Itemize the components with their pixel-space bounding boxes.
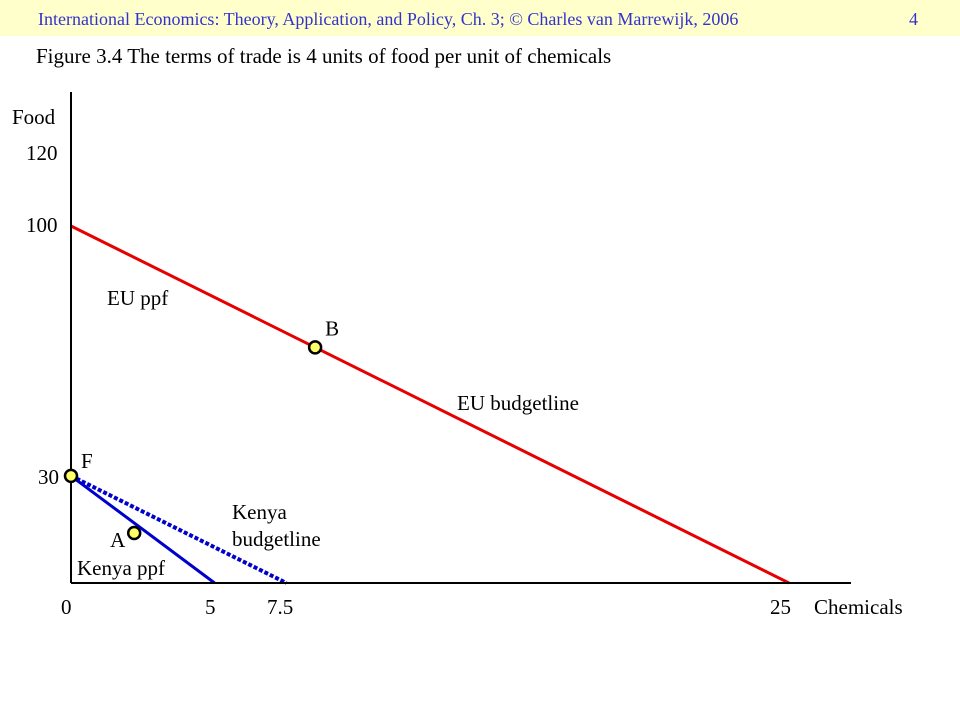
x-tick-0: 0: [61, 595, 72, 619]
point-marker-f: [63, 468, 79, 484]
point-label-a: A: [110, 528, 126, 552]
series-line-1: [70, 474, 216, 585]
x-tick-25: 25: [770, 595, 791, 619]
annotation-eu-budgetline: EU budgetline: [457, 391, 579, 415]
x-tick-7-5: 7.5: [267, 595, 293, 619]
y-axis-label: Food: [12, 105, 56, 129]
series-lines: [70, 224, 790, 585]
annotation-kenya: Kenya: [232, 500, 287, 524]
header-text: International Economics: Theory, Applica…: [38, 9, 739, 29]
point-label-b: B: [325, 316, 339, 340]
series-line-0: [70, 224, 790, 585]
y-tick-30: 30: [38, 465, 59, 489]
point-marker-a: [126, 525, 142, 541]
y-tick-120: 120: [26, 141, 58, 165]
annotation-eu-ppf: EU ppf: [107, 286, 168, 310]
x-axis-label: Chemicals: [814, 595, 903, 619]
header-bar: International Economics: Theory, Applica…: [0, 0, 960, 36]
annotation-kenya-ppf: Kenya ppf: [77, 556, 165, 580]
x-tick-5: 5: [205, 595, 216, 619]
page-number: 4: [909, 9, 918, 29]
y-tick-100: 100: [26, 213, 58, 237]
point-label-f: F: [81, 449, 93, 473]
labeled-points: B F A: [63, 316, 339, 552]
axes: [70, 92, 851, 584]
annotation-budgetline: budgetline: [232, 527, 321, 551]
point-marker-b: [307, 340, 323, 355]
figure-title: Figure 3.4 The terms of trade is 4 units…: [36, 44, 612, 68]
series-line-2: [70, 474, 288, 585]
